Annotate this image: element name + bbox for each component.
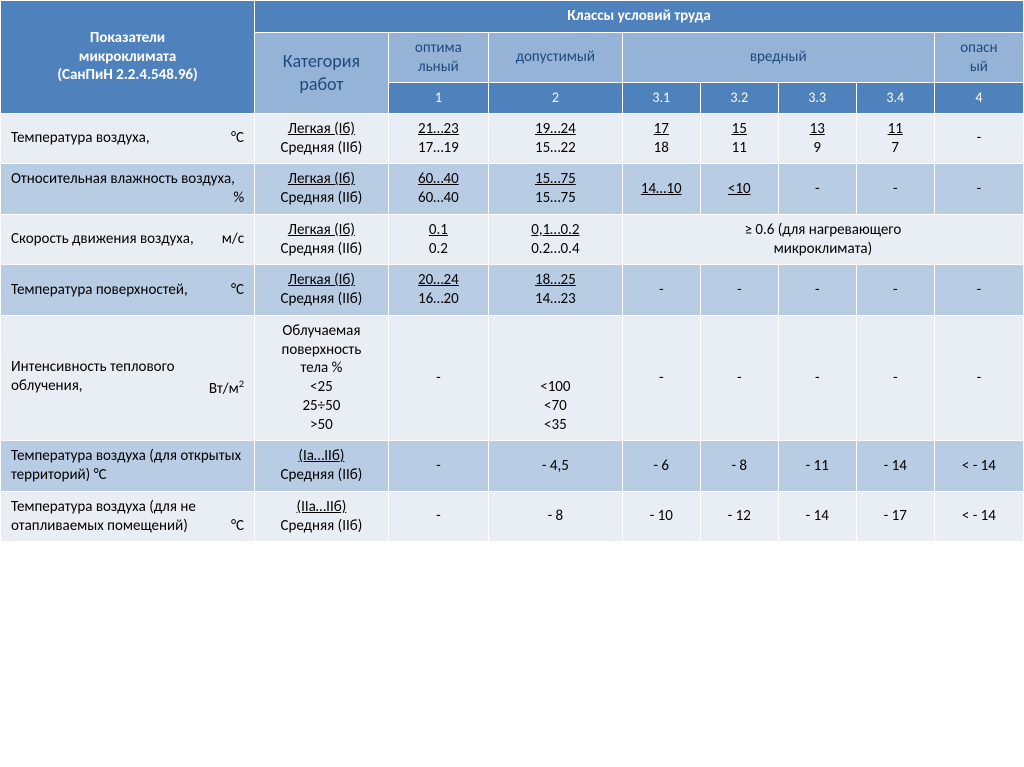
cell: 15…7515…75 — [489, 164, 623, 215]
cell: 19…2415…22 — [489, 113, 623, 164]
table-row: Интенсивность теплового облучения, Вт/м2… — [1, 315, 1024, 441]
hdr-harmful: вредный — [622, 32, 934, 83]
row-label: Интенсивность теплового облучения, Вт/м2 — [1, 315, 255, 441]
table-row: Температура воздуха (для открытых террит… — [1, 441, 1024, 492]
cell: 1718 — [622, 113, 700, 164]
unit-wm2: Вт/м2 — [209, 377, 244, 399]
cell: - — [856, 265, 934, 316]
hdr-n1: 1 — [388, 83, 488, 114]
hdr-n32: 3.2 — [700, 83, 778, 114]
cell: < - 14 — [934, 491, 1023, 542]
cell: 1511 — [700, 113, 778, 164]
hdr-classes: Классы условий труда — [255, 1, 1024, 33]
cell: - — [700, 315, 778, 441]
cell: - — [388, 441, 488, 492]
row-category: Легкая (Iб) Средняя (IIб) — [255, 113, 389, 164]
cell-merged: ≥ 0.6 (для нагревающего микроклимата) — [622, 214, 1023, 265]
cell: - — [934, 315, 1023, 441]
cell: - — [622, 315, 700, 441]
cell: - 12 — [700, 491, 778, 542]
cell: 20…2416…20 — [388, 265, 488, 316]
cell: - — [778, 164, 856, 215]
cell: - 6 — [622, 441, 700, 492]
hdr-optimal: оптима льный — [388, 32, 488, 83]
row-label: Температура воздуха (для открытых террит… — [1, 441, 255, 492]
cell: - — [778, 315, 856, 441]
cell: <100 <70 <35 — [489, 315, 623, 441]
hdr-category: Категория работ — [255, 32, 389, 113]
cell: - 11 — [778, 441, 856, 492]
cell: < - 14 — [934, 441, 1023, 492]
row-category: Легкая (Iб) Средняя (IIб) — [255, 265, 389, 316]
table-row: Относительная влажность воздуха, % Легка… — [1, 164, 1024, 215]
row-category: Легкая (Iб) Средняя (IIб) — [255, 214, 389, 265]
table-row: Температура поверхностей, °С Легкая (Iб)… — [1, 265, 1024, 316]
hdr-n2: 2 — [489, 83, 623, 114]
row-category: (IIа…IIб) Средняя (IIб) — [255, 491, 389, 542]
table-row: Температура воздуха (для не отапливаемых… — [1, 491, 1024, 542]
hdr-indicators: Показатели микроклимата (СанПиН 2.2.4.54… — [1, 1, 255, 114]
cell: - 14 — [778, 491, 856, 542]
cell: - — [856, 164, 934, 215]
cell: 139 — [778, 113, 856, 164]
row-category: Легкая (Iб) Средняя (IIб) — [255, 164, 389, 215]
hdr-ind-l3: (СанПиН 2.2.4.548.96) — [57, 66, 197, 84]
cell: - — [388, 491, 488, 542]
cell: - 10 — [622, 491, 700, 542]
cell: - 4,5 — [489, 441, 623, 492]
row-label: Температура воздуха, °С — [1, 113, 255, 164]
cell: 60…4060…40 — [388, 164, 488, 215]
cell: - — [622, 265, 700, 316]
cell: - — [934, 265, 1023, 316]
cell: - — [856, 315, 934, 441]
cell: - — [388, 315, 488, 441]
row-label: Температура воздуха (для не отапливаемых… — [1, 491, 255, 542]
cell: <10 — [700, 164, 778, 215]
cell: 117 — [856, 113, 934, 164]
hdr-n33: 3.3 — [778, 83, 856, 114]
table-row: Температура воздуха, °С Легкая (Iб) Сред… — [1, 113, 1024, 164]
microclimate-table: Показатели микроклимата (СанПиН 2.2.4.54… — [0, 0, 1024, 542]
cell: - — [934, 113, 1023, 164]
table-row: Скорость движения воздуха, м/с Легкая (I… — [1, 214, 1024, 265]
cell: - — [934, 164, 1023, 215]
hdr-n4: 4 — [934, 83, 1023, 114]
hdr-acceptable: допустимый — [489, 32, 623, 83]
cell: 18…2514…23 — [489, 265, 623, 316]
hdr-dangerous: опасн ый — [934, 32, 1023, 83]
cell: - 8 — [489, 491, 623, 542]
cell: - 8 — [700, 441, 778, 492]
cell: 0.10.2 — [388, 214, 488, 265]
hdr-ind-l1: Показатели — [90, 29, 165, 47]
cell: - 14 — [856, 441, 934, 492]
hdr-n31: 3.1 — [622, 83, 700, 114]
row-label: Скорость движения воздуха, м/с — [1, 214, 255, 265]
hdr-n34: 3.4 — [856, 83, 934, 114]
cell: 0,1…0.20.2…0.4 — [489, 214, 623, 265]
row-category: (Iа…IIб) Средняя (IIб) — [255, 441, 389, 492]
row-category: Облучаемая поверхность тела % <25 25÷50 … — [255, 315, 389, 441]
cell: - — [778, 265, 856, 316]
hdr-ind-l2: микроклимата — [79, 48, 177, 66]
row-label: Температура поверхностей, °С — [1, 265, 255, 316]
cell: - 17 — [856, 491, 934, 542]
cell: 21…2317…19 — [388, 113, 488, 164]
cell: 14…10 — [622, 164, 700, 215]
row-label: Относительная влажность воздуха, % — [1, 164, 255, 215]
cell: - — [700, 265, 778, 316]
